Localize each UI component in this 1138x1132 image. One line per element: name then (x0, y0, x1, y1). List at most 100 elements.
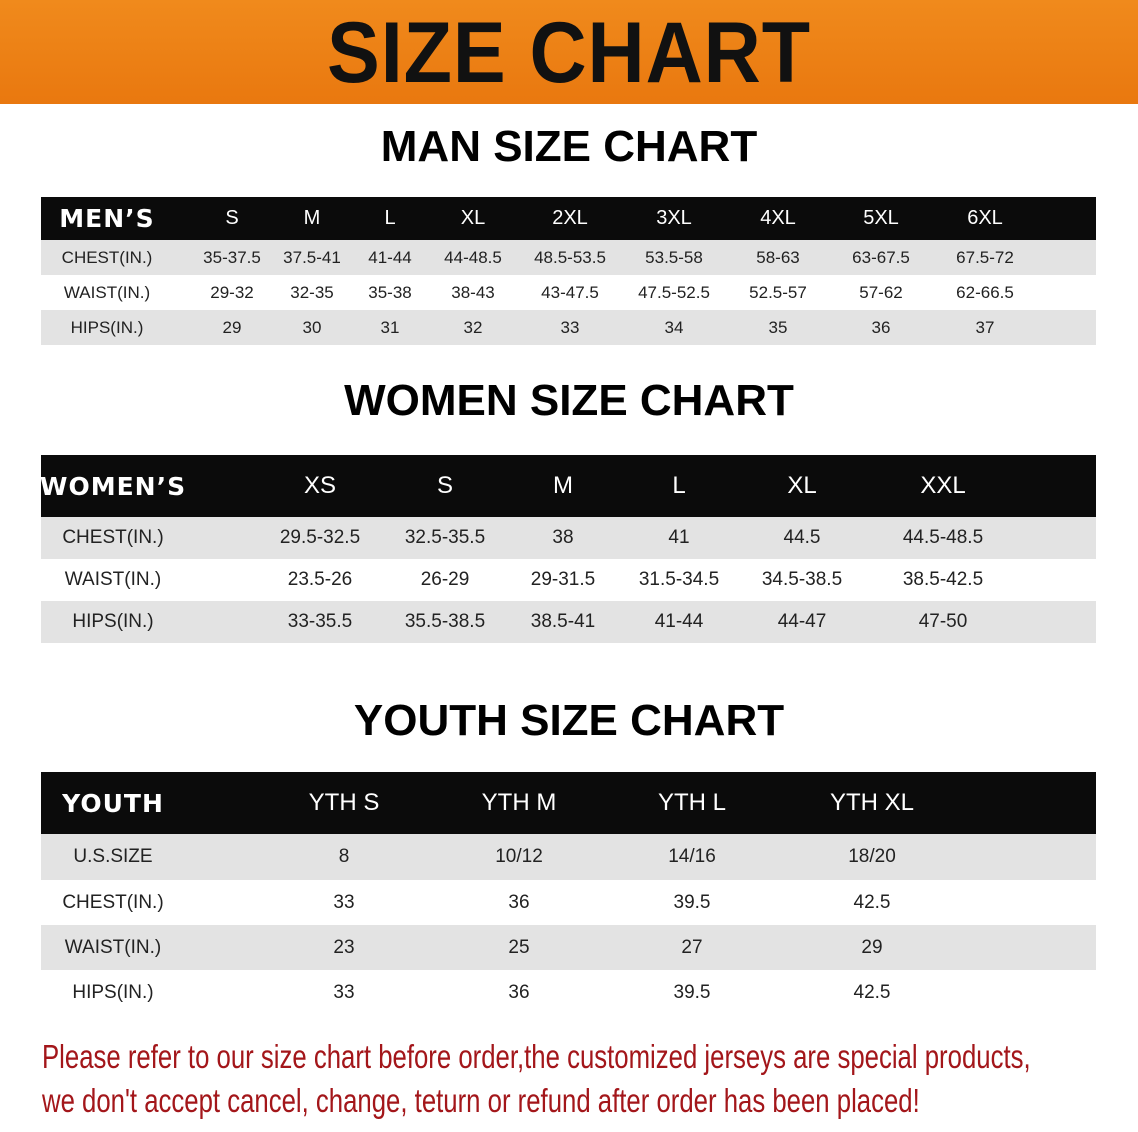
table-cell: 33 (333, 891, 355, 913)
table-row: WAIST(IN.) 29-32 32-35 35-38 38-43 43-47.5 47.… (41, 275, 1096, 310)
table-row: CHEST(IN.) 33 36 39.5 42.5 (41, 880, 1096, 925)
men-header-row: MEN’S S M L XL 2XL 3XL 4XL 5XL 6XL (41, 197, 1096, 240)
size-header-cell: 2XL (552, 207, 588, 229)
table-cell: 26-29 (420, 569, 470, 590)
notice-line-2: we don't accept cancel, change, teturn o… (42, 1082, 920, 1119)
table-cell: 36 (508, 891, 530, 913)
table-cell: 52.5-57 (749, 282, 807, 302)
size-header-cell: YTH M (481, 789, 557, 816)
table-cell: 8 (338, 846, 350, 867)
table-cell: 34.5-38.5 (761, 569, 843, 590)
table-cell: 47.5-52.5 (638, 282, 710, 302)
size-header-cell: 3XL (656, 207, 692, 229)
table-cell: 36 (508, 981, 530, 1003)
table-cell: 44-47 (777, 611, 827, 632)
table-cell: 63-67.5 (852, 247, 910, 267)
table-cell: 37 (975, 317, 995, 337)
table-header-label: YOUTH (62, 788, 164, 818)
size-header-cell: XS (303, 472, 337, 499)
size-header-cell: M (553, 472, 573, 499)
youth-size-table: YOUTH YTH S YTH M YTH L YTH XL U.S.SIZE 8 10/12… (41, 772, 1096, 1015)
table-cell: 35-37.5 (203, 247, 261, 267)
measurement-label: WAIST(IN.) (63, 282, 151, 302)
measurement-label: CHEST(IN.) (62, 891, 164, 913)
table-cell: 47-50 (918, 611, 968, 632)
table-row: U.S.SIZE 8 10/12 14/16 18/20 (41, 834, 1096, 880)
table-cell: 67.5-72 (956, 247, 1014, 267)
table-cell: 35.5-38.5 (404, 611, 486, 632)
table-cell: 62-66.5 (956, 282, 1014, 302)
table-cell: 29.5-32.5 (279, 527, 361, 548)
table-cell: 44.5 (783, 527, 821, 548)
size-header-cell: XL (460, 207, 486, 229)
table-cell: 32-35 (290, 282, 334, 302)
table-cell: 30 (302, 317, 322, 337)
table-cell: 25 (508, 936, 530, 958)
table-cell: 29-31.5 (530, 569, 596, 590)
table-cell: 23 (333, 936, 355, 958)
table-row: HIPS(IN.) 33-35.5 35.5-38.5 38.5-41 41-44 44-… (41, 601, 1096, 643)
table-cell: 27 (681, 936, 703, 958)
size-header-cell: 6XL (967, 207, 1003, 229)
size-header-cell: L (672, 472, 686, 499)
table-cell: 41 (668, 527, 690, 548)
banner: SIZE CHART (0, 0, 1138, 104)
table-cell: 33 (560, 317, 580, 337)
table-cell: 48.5-53.5 (534, 247, 606, 267)
table-cell: 32.5-35.5 (404, 527, 486, 548)
size-header-cell: YTH S (308, 789, 380, 816)
table-cell: 38 (552, 527, 574, 548)
table-cell: 35-38 (368, 282, 412, 302)
table-cell: 29 (861, 936, 883, 958)
table-cell: 14/16 (668, 846, 716, 867)
table-cell: 39.5 (673, 981, 711, 1003)
measurement-label: HIPS(IN.) (70, 317, 144, 337)
size-header-cell: 5XL (863, 207, 899, 229)
youth-section-title: YOUTH SIZE CHART (353, 696, 785, 745)
table-cell: 43-47.5 (541, 282, 599, 302)
table-cell: 39.5 (673, 891, 711, 913)
table-cell: 31.5-34.5 (638, 569, 720, 590)
measurement-label: U.S.SIZE (73, 846, 153, 867)
table-row: CHEST(IN.) 29.5-32.5 32.5-35.5 38 41 44.5 44.5… (41, 517, 1096, 559)
measurement-label: HIPS(IN.) (72, 611, 154, 632)
table-row: HIPS(IN.) 33 36 39.5 42.5 (41, 970, 1096, 1015)
table-cell: 41-44 (368, 247, 412, 267)
size-header-cell: XL (787, 472, 817, 499)
table-cell: 41-44 (654, 611, 704, 632)
size-header-cell: YTH L (657, 789, 727, 816)
table-header-label: WOMEN’S (39, 471, 187, 501)
table-cell: 32 (463, 317, 483, 337)
table-cell: 38.5-42.5 (902, 569, 984, 590)
table-row: WAIST(IN.) 23.5-26 26-29 29-31.5 31.5-34.5 34… (41, 559, 1096, 601)
measurement-label: HIPS(IN.) (72, 981, 154, 1003)
women-size-table: WOMEN’S XS S M L XL XXL CHEST(IN.) 29.5-32.5 32.5… (39, 455, 1096, 643)
table-cell: 38.5-41 (530, 611, 596, 632)
table-cell: 37.5-41 (283, 247, 341, 267)
measurement-label: CHEST(IN.) (61, 247, 153, 267)
measurement-label: WAIST(IN.) (64, 936, 162, 958)
table-cell: 35 (768, 317, 788, 337)
size-header-cell: YTH XL (829, 789, 915, 816)
table-cell: 31 (380, 317, 400, 337)
table-cell: 44-48.5 (444, 247, 502, 267)
table-cell: 58-63 (756, 247, 800, 267)
table-header-label: MEN’S (59, 204, 155, 233)
table-cell: 42.5 (853, 891, 891, 913)
table-cell: 33-35.5 (287, 611, 353, 632)
table-cell: 42.5 (853, 981, 891, 1003)
table-row: HIPS(IN.) 29 30 31 32 33 34 35 36 37 (41, 310, 1096, 345)
table-cell: 29-32 (210, 282, 254, 302)
table-row: CHEST(IN.) 35-37.5 37.5-41 41-44 44-48.5 48.5… (41, 240, 1096, 275)
size-header-cell: XXL (920, 472, 966, 499)
men-section-title: MAN SIZE CHART (380, 122, 758, 171)
measurement-label: WAIST(IN.) (64, 569, 162, 590)
table-cell: 36 (871, 317, 891, 337)
women-header-row: WOMEN’S XS S M L XL XXL (39, 455, 1096, 517)
table-cell: 38-43 (451, 282, 495, 302)
banner-title: SIZE CHART (327, 5, 811, 101)
table-cell: 10/12 (495, 846, 543, 867)
table-cell: 44.5-48.5 (902, 527, 984, 548)
women-section-title: WOMEN SIZE CHART (344, 376, 794, 425)
youth-header-row: YOUTH YTH S YTH M YTH L YTH XL (41, 772, 1096, 834)
